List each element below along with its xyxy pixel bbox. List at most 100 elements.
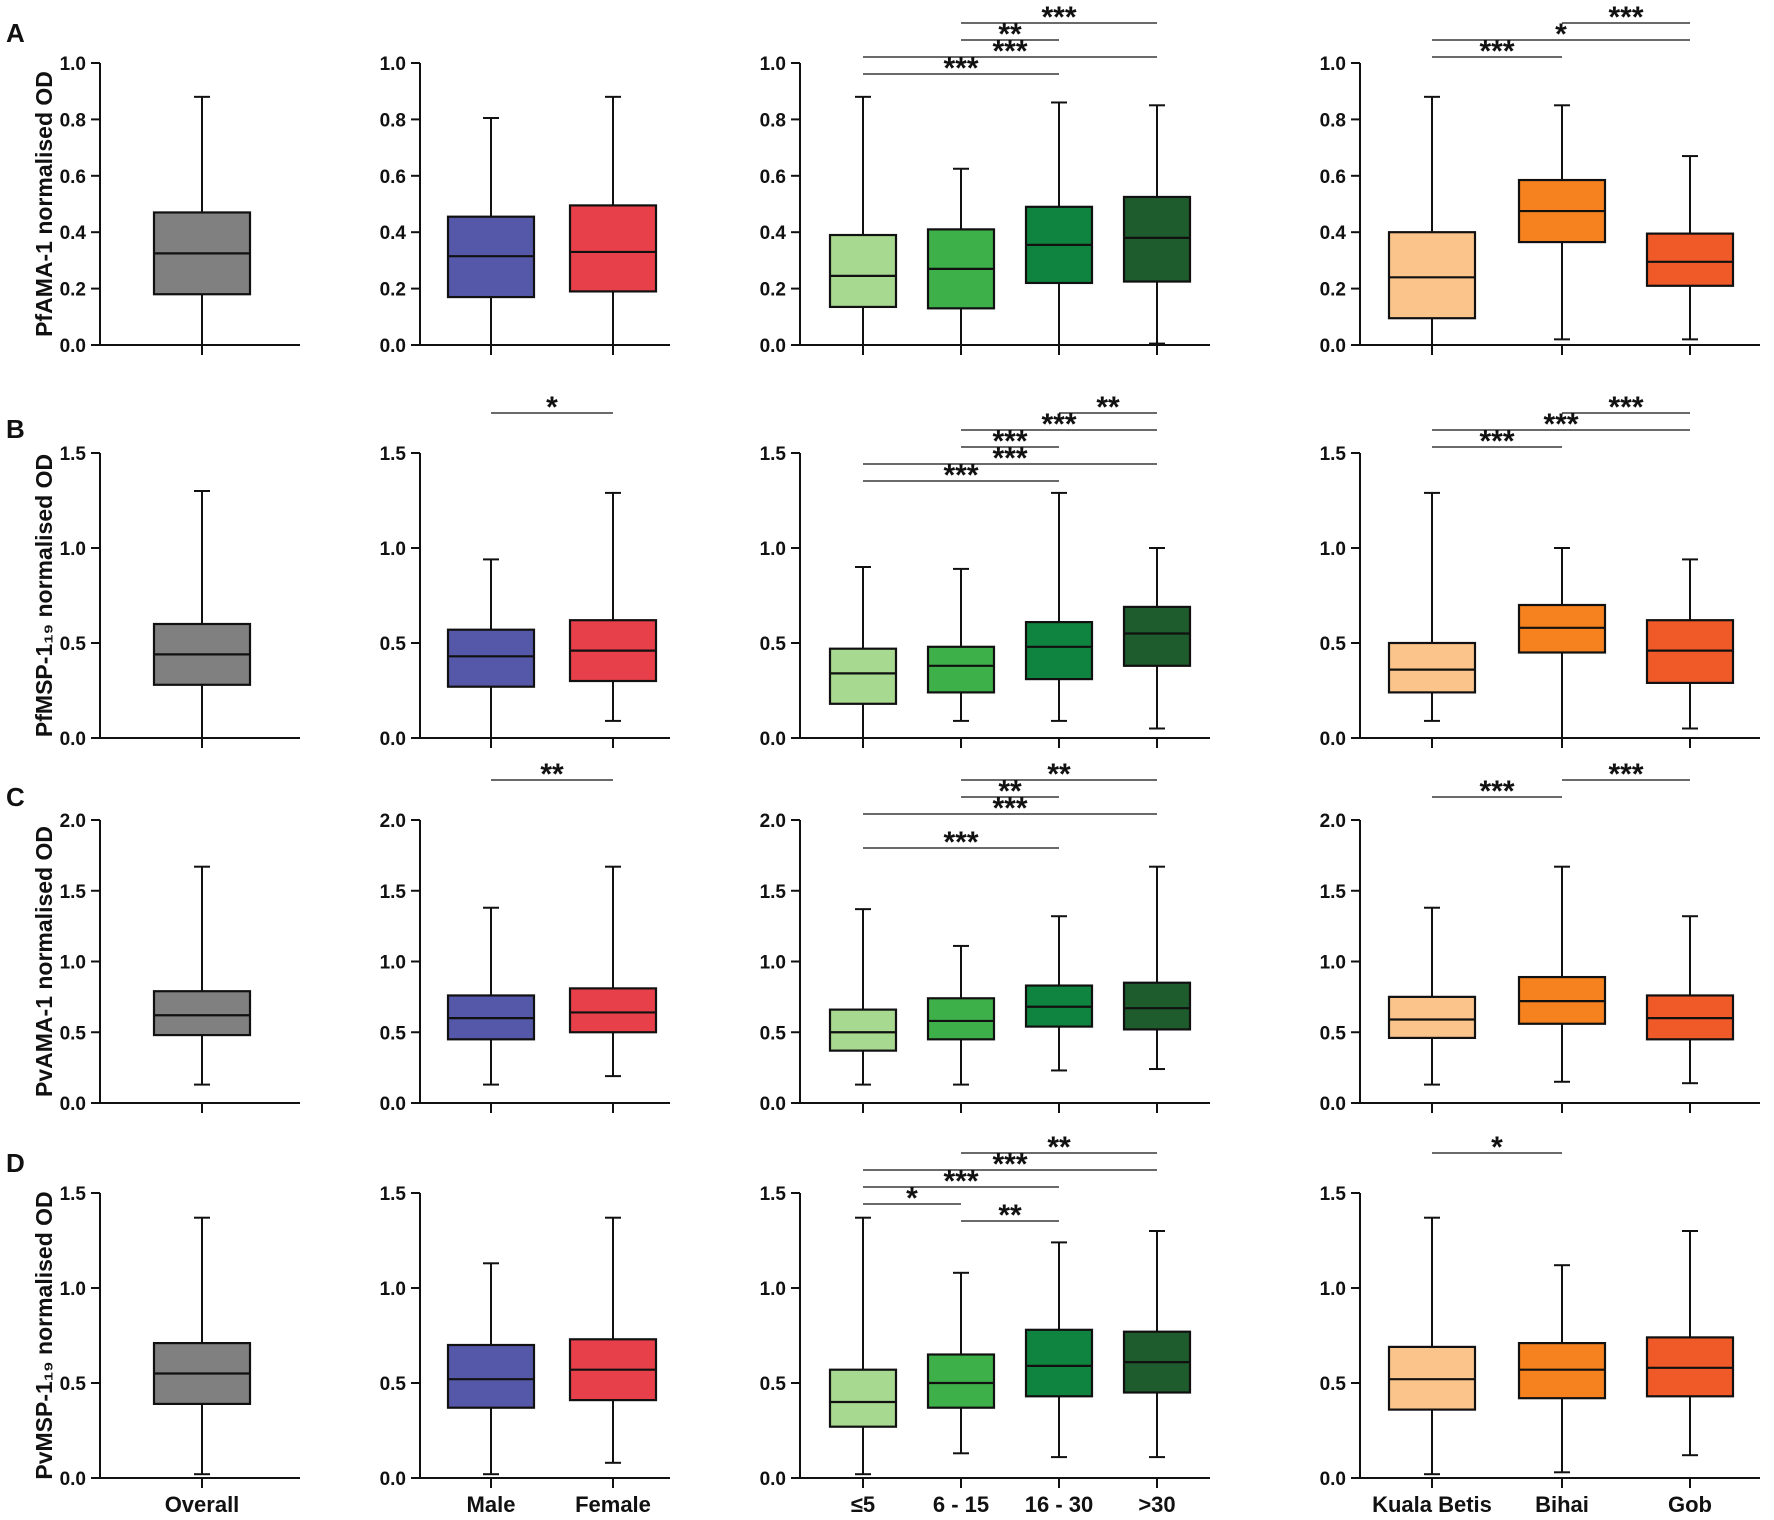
box-body bbox=[1645, 232, 1735, 287]
box-bihai bbox=[1517, 104, 1607, 355]
y-tick-label: 0.4 bbox=[380, 223, 407, 244]
y-tick-label: 1.0 bbox=[60, 539, 86, 560]
y-tick-label: 1.0 bbox=[1320, 1279, 1346, 1300]
box-female bbox=[568, 491, 658, 748]
significance-label: *** bbox=[1479, 35, 1514, 68]
x-category-label: Gob bbox=[1668, 1492, 1712, 1517]
box-body bbox=[1387, 231, 1477, 320]
y-tick-label: 2.0 bbox=[1320, 811, 1346, 832]
box-gob bbox=[1645, 915, 1735, 1113]
y-tick-label: 1.5 bbox=[1320, 444, 1347, 465]
significance-label: *** bbox=[943, 1165, 978, 1198]
subplot-d-3: 0.00.51.01.5≤5 6 - 15 16 - 30 >30**********… bbox=[760, 1131, 1210, 1517]
box-male bbox=[446, 1262, 536, 1488]
y-tick-label: 2.0 bbox=[760, 811, 786, 832]
x-category-label: Kuala Betis bbox=[1372, 1492, 1492, 1517]
box-kuala-betis bbox=[1387, 491, 1477, 748]
x-category-label: >30 bbox=[1138, 1492, 1175, 1517]
y-tick-label: 1.0 bbox=[380, 539, 406, 560]
significance-label: ** bbox=[998, 18, 1022, 51]
box-body bbox=[828, 1368, 898, 1428]
significance-label: * bbox=[1555, 18, 1567, 51]
y-tick-label: 0.5 bbox=[760, 1023, 787, 1044]
significance-bracket: ** bbox=[961, 1131, 1157, 1164]
y-tick-label: 0.0 bbox=[760, 336, 786, 357]
y-tick-label: 0.0 bbox=[60, 1094, 86, 1115]
y-tick-label: 1.0 bbox=[60, 54, 86, 75]
significance-bracket: *** bbox=[1432, 35, 1562, 68]
significance-label: *** bbox=[1041, 1, 1076, 34]
box-6-15 bbox=[926, 1271, 996, 1488]
subplot-b-1: 0.0 0.5 1.0 1.5 bbox=[60, 444, 300, 750]
y-tick-label: 1.0 bbox=[760, 1279, 786, 1300]
y-tick-label: 0.2 bbox=[760, 280, 786, 301]
y-tick-label: 0.8 bbox=[60, 110, 86, 131]
y-tick-label: 0.5 bbox=[60, 1374, 87, 1395]
box-body bbox=[828, 1008, 898, 1052]
significance-bracket: * bbox=[1432, 18, 1690, 51]
y-tick-label: 2.0 bbox=[60, 811, 86, 832]
subplot-d-2: 0.0 0.5 1.0 1.5 Male Female bbox=[380, 1184, 670, 1517]
significance-label: * bbox=[906, 1182, 918, 1215]
subplot-a-4: 0.00.20.40.60.81.0******* bbox=[1320, 1, 1760, 357]
significance-bracket: * bbox=[863, 1182, 961, 1215]
y-tick-label: 0.8 bbox=[760, 110, 786, 131]
y-tick-label: 0.0 bbox=[1320, 336, 1346, 357]
y-tick-label: 1.5 bbox=[760, 882, 787, 903]
y-tick-label: 0.5 bbox=[760, 1374, 787, 1395]
significance-bracket: *** bbox=[1432, 775, 1562, 808]
y-tick-label: 1.5 bbox=[760, 1184, 787, 1205]
subplot-a-3: 0.00.20.40.60.81.0*********** bbox=[760, 1, 1210, 357]
y-tick-label: 0.0 bbox=[1320, 1469, 1346, 1490]
y-tick-label: 0.5 bbox=[760, 634, 787, 655]
significance-bracket: * bbox=[491, 391, 613, 424]
y-tick-label: 0.8 bbox=[380, 110, 406, 131]
panel-letter-c: C bbox=[6, 782, 25, 812]
panel-letter-d: D bbox=[6, 1148, 25, 1178]
y-tick-label: 0.0 bbox=[760, 1094, 786, 1115]
box-overall bbox=[152, 865, 252, 1113]
y-tick-label: 0.5 bbox=[1320, 634, 1347, 655]
y-tick-label: 1.5 bbox=[380, 882, 407, 903]
x-category-label: 6 - 15 bbox=[933, 1492, 989, 1517]
y-tick-label: 0.0 bbox=[380, 1469, 406, 1490]
y-tick-label: 0.0 bbox=[1320, 729, 1346, 750]
box-female bbox=[568, 865, 658, 1113]
y-tick-label: 0.2 bbox=[60, 280, 86, 301]
box-body bbox=[828, 233, 898, 309]
y-tick-label: 1.0 bbox=[60, 953, 86, 974]
significance-label: *** bbox=[1479, 425, 1514, 458]
y-tick-label: 0.2 bbox=[380, 280, 406, 301]
box-female bbox=[568, 95, 658, 355]
box-body bbox=[568, 204, 658, 293]
box-kuala-betis bbox=[1387, 906, 1477, 1113]
box-overall bbox=[152, 1216, 252, 1488]
box-body bbox=[1122, 605, 1192, 667]
significance-label: * bbox=[1491, 1131, 1503, 1164]
significance-bracket: *** bbox=[961, 1, 1157, 34]
box-16-30 bbox=[1024, 1241, 1094, 1488]
significance-label: *** bbox=[1041, 408, 1076, 441]
significance-label: *** bbox=[1608, 758, 1643, 791]
significance-label: *** bbox=[1543, 408, 1578, 441]
significance-label: ** bbox=[1096, 391, 1120, 424]
y-tick-label: 0.0 bbox=[60, 1469, 86, 1490]
y-tick-label: 1.0 bbox=[1320, 54, 1346, 75]
y-tick-label: 1.5 bbox=[60, 882, 87, 903]
subplot-c-4: 0.0 0.5 1.0 1.5 2.0 *** *** bbox=[1320, 758, 1760, 1115]
y-tick-label: 1.0 bbox=[380, 1279, 406, 1300]
box--5 bbox=[828, 95, 898, 355]
significance-bracket: *** bbox=[1432, 408, 1690, 441]
box-body bbox=[828, 647, 898, 705]
y-tick-label: 0.6 bbox=[1320, 167, 1346, 188]
y-axis-title: PfMSP-1₁₉ normalised OD bbox=[31, 454, 57, 737]
significance-label: *** bbox=[1479, 775, 1514, 808]
box-bihai bbox=[1517, 1264, 1607, 1488]
significance-bracket: *** bbox=[863, 52, 1059, 85]
box-body bbox=[1122, 195, 1192, 283]
box-body bbox=[446, 628, 536, 688]
y-axis-title: PfAMA-1 normalised OD bbox=[31, 71, 57, 337]
x-category-label: Male bbox=[467, 1492, 516, 1517]
